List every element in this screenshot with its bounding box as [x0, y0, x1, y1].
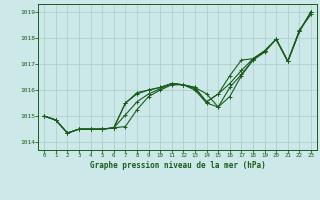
- X-axis label: Graphe pression niveau de la mer (hPa): Graphe pression niveau de la mer (hPa): [90, 161, 266, 170]
